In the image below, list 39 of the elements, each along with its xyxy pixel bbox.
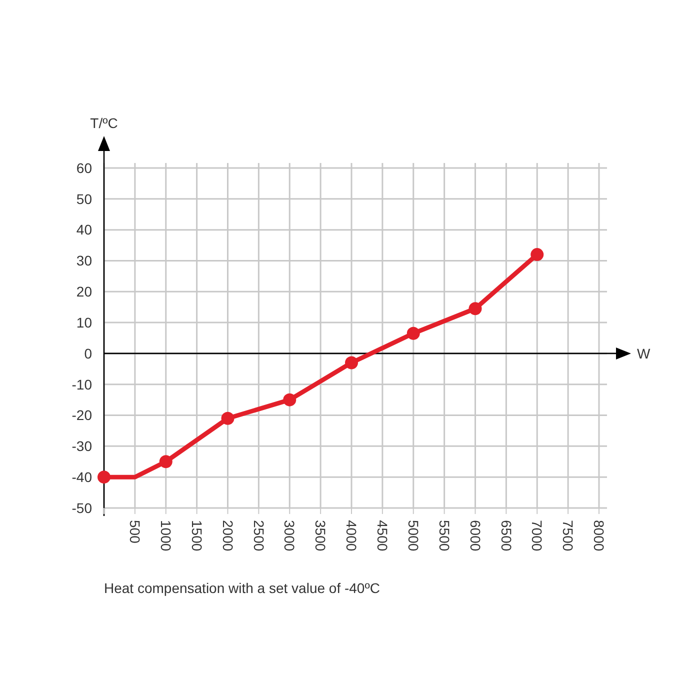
y-tick-label: -30 [72, 438, 92, 454]
x-tick-label: 3000 [282, 520, 298, 552]
y-tick-label: 0 [84, 345, 92, 362]
x-tick-label: 1000 [158, 520, 174, 552]
x-axis-title: W [637, 345, 651, 362]
y-axis-title: T/ºC [90, 115, 118, 131]
text: Heat compensation with a set value of -40ºC [104, 580, 380, 596]
y-tick-label: 40 [76, 222, 92, 238]
point [468, 302, 482, 316]
point [530, 248, 544, 262]
x-tick-label: 2000 [220, 520, 236, 552]
y-tick-label: -10 [72, 376, 92, 392]
y-tick-label: 50 [76, 190, 92, 207]
point [283, 393, 296, 406]
y-tick-label: -20 [72, 407, 92, 424]
point [159, 455, 172, 468]
y-tick-label: 20 [76, 284, 92, 300]
x-tick-label: 1500 [188, 520, 205, 552]
x-tick-label: 500 [127, 520, 144, 544]
y-tick-label: 10 [76, 314, 92, 330]
x-tick-label: 7000 [529, 520, 546, 552]
point [221, 412, 234, 425]
point [345, 356, 358, 370]
y-tick-label: 60 [76, 160, 92, 176]
x-tick-label: 6500 [498, 520, 514, 552]
y-tick-label: -50 [72, 500, 92, 516]
x-tick-label: 3500 [312, 520, 329, 552]
x-tick-label: 6000 [467, 520, 484, 552]
point [98, 470, 110, 484]
x-tick-label: 2500 [250, 520, 267, 552]
x-tick-label: 5000 [405, 520, 422, 552]
x-tick-label: 4000 [344, 520, 360, 552]
point [406, 326, 420, 340]
x-tick-label: 4500 [374, 520, 391, 552]
y-tick-label: 30 [76, 252, 92, 269]
x-tick-label: 8000 [591, 520, 608, 552]
x-tick-label: 7500 [560, 520, 576, 552]
x-tick-label: 5500 [436, 520, 452, 552]
y-tick-label: -40 [72, 468, 92, 485]
